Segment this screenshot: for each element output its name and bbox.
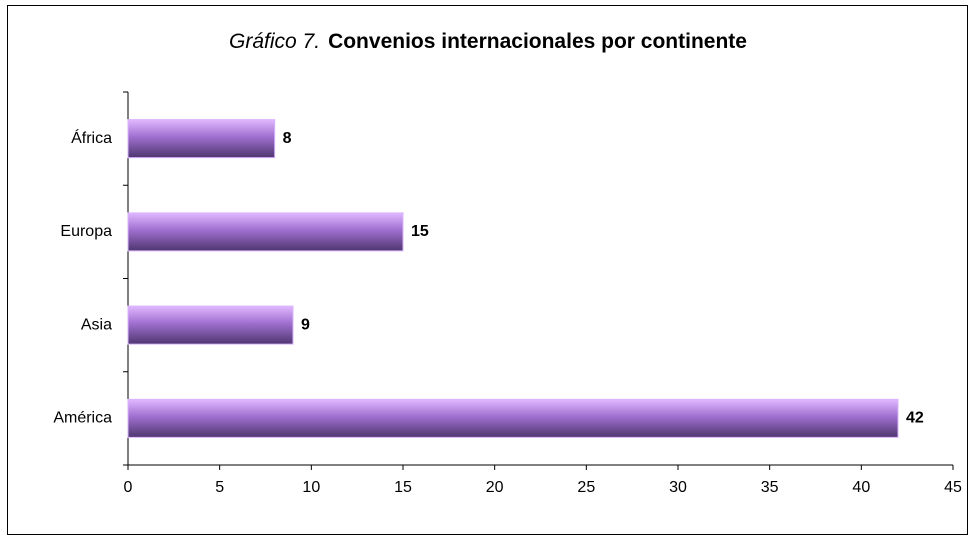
x-tick-label: 15	[394, 479, 412, 496]
x-tick-label: 25	[577, 479, 595, 496]
y-tick-label: América	[53, 410, 112, 427]
y-tick-label: Asia	[81, 316, 112, 333]
data-label: 9	[301, 316, 310, 333]
x-tick-label: 5	[215, 479, 224, 496]
bar	[127, 398, 899, 438]
bar	[127, 305, 294, 345]
data-label: 15	[411, 223, 429, 240]
bar	[127, 212, 404, 252]
y-tick-label: África	[71, 128, 112, 147]
x-tick-label: 0	[124, 479, 133, 496]
title-prefix: Gráfico 7.	[229, 30, 320, 53]
x-tick-label: 45	[944, 479, 962, 496]
chart-frame	[7, 5, 968, 535]
x-tick-label: 20	[486, 479, 504, 496]
chart-title: Gráfico 7. Convenios internacionales por …	[229, 30, 747, 53]
title-main: Convenios internacionales por continente	[328, 30, 747, 53]
data-label: 8	[283, 130, 292, 147]
bar	[127, 119, 276, 159]
x-tick-label: 10	[302, 479, 320, 496]
x-tick-label: 40	[852, 479, 870, 496]
data-label: 42	[906, 410, 924, 427]
y-tick-label: Europa	[60, 223, 112, 240]
x-tick-label: 30	[669, 479, 687, 496]
x-tick-label: 35	[761, 479, 779, 496]
